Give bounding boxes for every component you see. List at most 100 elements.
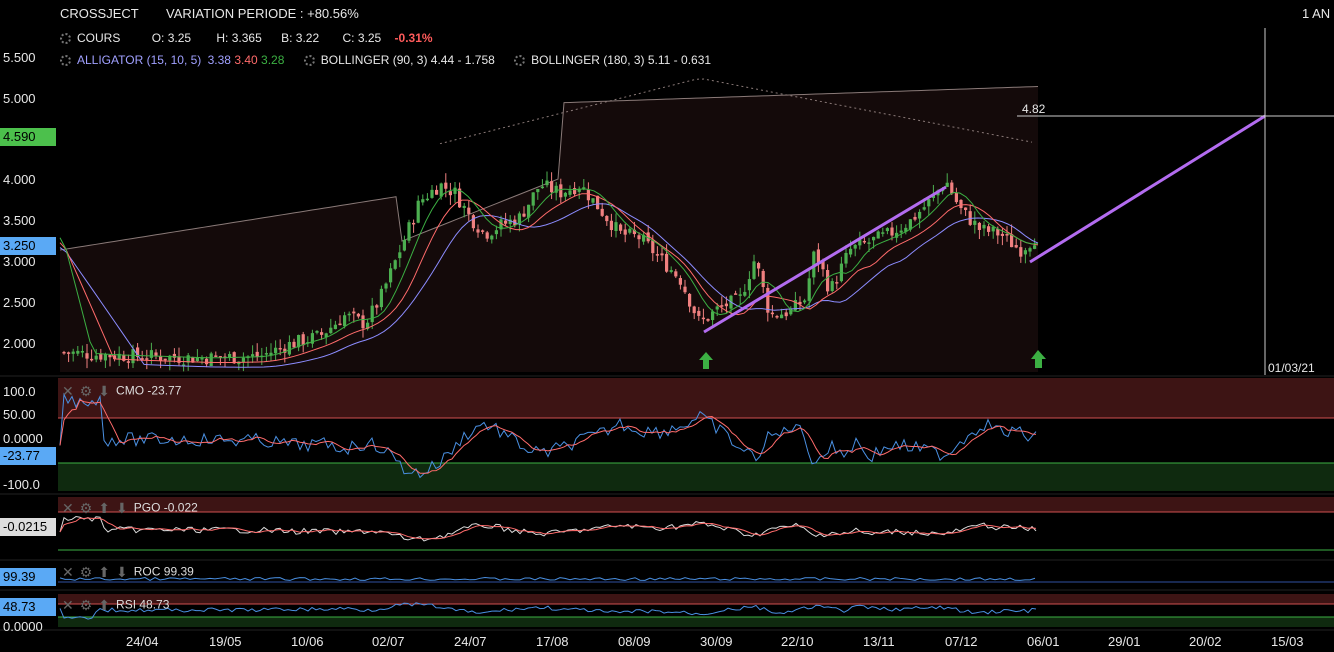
candle-body [471,215,475,229]
candle-body [885,228,889,232]
x-axis-tick: 30/09 [700,634,733,649]
close-icon[interactable]: ✕ [62,564,74,580]
candle-body [458,188,462,208]
candle-body [310,333,314,344]
pgo-signal [59,517,1037,540]
candle-body [987,226,991,232]
close-value: C: 3.25 [342,31,382,45]
gear-icon[interactable] [303,55,315,67]
price-tick: 5.500 [3,50,36,65]
move-up-icon[interactable]: ⬆ [98,597,111,613]
gear-icon[interactable]: ⚙ [79,597,93,613]
roc-line [59,577,1036,582]
x-axis-tick: 24/04 [126,634,159,649]
candle-body [62,351,66,354]
move-up-icon[interactable]: ⬆ [98,500,111,516]
candle-body [867,242,871,244]
candle-body [646,232,650,242]
rsi-label: RSI 48.73 [116,597,170,612]
x-axis-tick: 13/11 [863,634,895,649]
x-axis-tick: 15/03 [1271,634,1304,649]
rsi-lower-zone [58,617,1334,627]
candle-body [816,249,820,263]
period-selector[interactable]: 1 AN [1302,6,1331,21]
move-down-icon[interactable]: ⬇ [98,383,111,399]
trendline-up[interactable] [703,185,947,334]
candle-body [1023,250,1027,255]
target-price-label: 4.82 [1022,102,1046,116]
candle-body [890,227,894,236]
candle-body [269,352,273,356]
candle-body [738,294,742,296]
candle-body [918,211,922,219]
candle-body [701,317,705,320]
candle-body [1033,245,1037,249]
candle-body [370,305,374,323]
candle-body [619,224,623,231]
bollinger-outer [439,78,1033,145]
candle-body [71,351,75,354]
candle-body [278,348,282,350]
candle-body [283,348,287,353]
candle-body [393,260,397,269]
alligator-jaw [59,203,1039,368]
gear-icon[interactable]: ⚙ [79,383,93,399]
candle-body [747,279,751,291]
candle-body [347,313,351,316]
close-icon[interactable]: ✕ [62,597,74,613]
candle-body [209,353,213,367]
candle-body [205,358,209,365]
trendline-projection[interactable] [1029,114,1266,264]
candle-body [499,219,503,230]
candle-body [168,355,172,361]
candle-body [389,268,393,283]
candle-body [292,341,296,348]
candle-body [228,353,232,358]
candle-body [384,283,388,289]
candle-body [531,192,535,206]
candle-body [830,281,834,292]
close-icon[interactable]: ✕ [62,500,74,516]
candle-body [508,219,512,225]
cmo-oversold-zone [58,463,1334,491]
gear-icon[interactable] [514,55,526,67]
move-down-icon[interactable]: ⬇ [116,500,128,516]
x-axis-tick: 10/06 [291,634,324,649]
close-icon[interactable]: ✕ [62,383,74,399]
x-axis-tick: 24/07 [454,634,487,649]
candle-body [462,205,466,208]
gear-icon[interactable]: ⚙ [79,564,93,580]
candle-body [908,219,912,230]
rsi-line [59,602,1037,620]
bollinger-band-fill [60,86,1038,373]
candle-body [1014,245,1018,248]
candle-body [481,230,485,232]
candle-body [356,313,360,317]
candle-body [895,232,899,238]
candle-body [430,189,434,198]
candle-body [950,182,954,194]
candle-body [320,332,324,335]
gear-icon[interactable] [60,55,71,67]
gear-icon[interactable]: ⚙ [79,500,93,516]
gear-icon[interactable] [60,33,71,45]
rsi-value-badge: 48.73 [0,598,56,616]
x-axis-tick: 29/01 [1108,634,1141,649]
candle-body [761,270,765,288]
candle-body [591,198,595,203]
candle-body [117,353,121,360]
candle-body [757,263,761,269]
candle-body [131,349,135,364]
candle-body [623,229,627,235]
candle-body [853,244,857,249]
cmo-overbought-zone [58,378,1334,418]
candle-body [136,347,140,357]
candle-body [849,248,853,255]
candle-body [315,330,319,333]
move-down-icon[interactable]: ⬇ [116,564,128,580]
move-up-icon[interactable]: ⬆ [98,564,111,580]
quote-row: COURS O: 3.25 H: 3.365 B: 3.22 C: 3.25 -… [60,31,433,45]
candle-body [324,333,328,338]
high-price-badge: 4.590 [0,128,56,146]
